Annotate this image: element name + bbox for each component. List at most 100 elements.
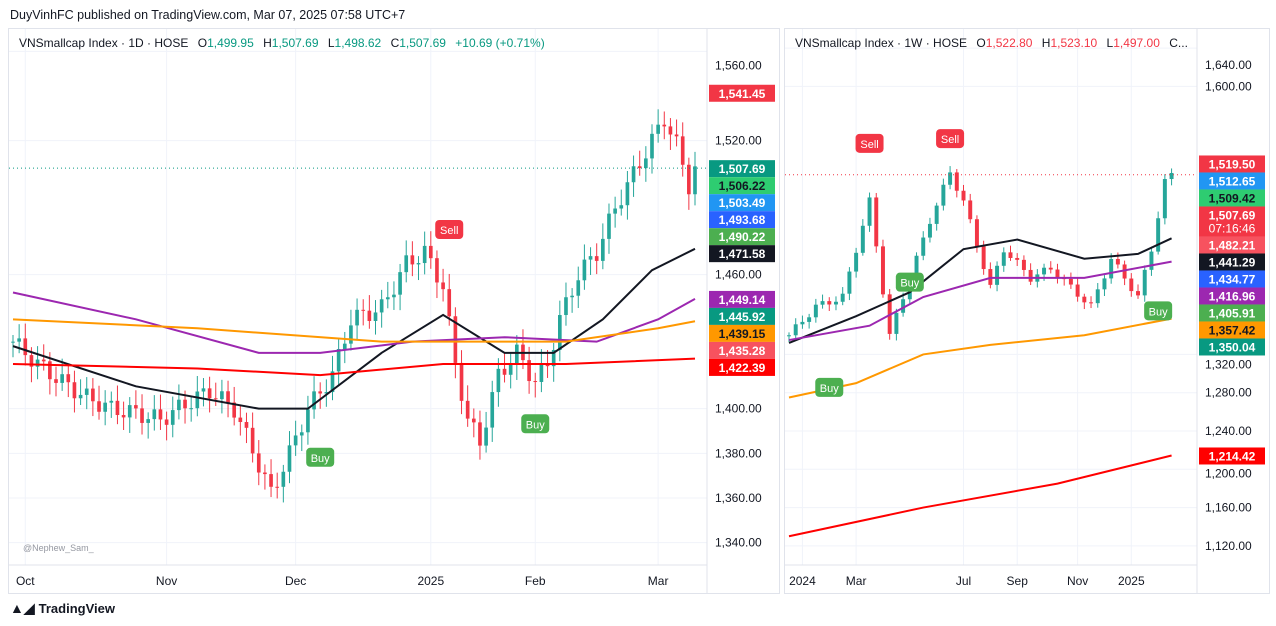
candle-body — [1149, 251, 1154, 270]
candle-body — [398, 272, 402, 295]
candle-body — [1102, 278, 1107, 290]
candle-body — [121, 415, 126, 418]
price-label: 1,416.96 — [1209, 289, 1256, 303]
candle-body — [220, 391, 224, 400]
price-label-badge — [709, 307, 775, 325]
candle-body — [1082, 296, 1087, 303]
price-label-badge — [1199, 287, 1265, 305]
moving-average-line — [788, 317, 1172, 399]
candle-body — [854, 252, 859, 272]
candle-body — [1089, 302, 1094, 304]
candle-body — [23, 338, 28, 356]
candle-body — [668, 126, 673, 135]
candle-body — [1015, 257, 1020, 260]
candle-body — [318, 391, 323, 394]
candle-body — [78, 394, 83, 399]
candle-body — [601, 238, 605, 261]
candle-body — [901, 299, 906, 313]
weekly-chart-svg[interactable]: 2024 Mar Jul Sep Nov 2025 Sell Sell Buy Buy Buy 1,5… — [785, 29, 1269, 593]
moving-average-line — [12, 357, 696, 377]
price-label-badge — [1199, 270, 1265, 288]
candle-body — [490, 392, 495, 428]
candle-body — [894, 312, 899, 334]
candle-body — [11, 341, 15, 343]
daily-chart-panel[interactable]: Oct Nov Dec 2025 Feb Mar Buy Sell Buy 1,541.45 1,5… — [8, 28, 780, 594]
x-tick-label: 2025 — [417, 574, 444, 588]
buy-signal: Buy — [306, 447, 335, 467]
tradingview-icon: ▲◢ — [10, 600, 35, 616]
candle-body — [207, 388, 212, 399]
moving-average-line — [788, 260, 1172, 342]
price-label: 1,350.04 — [1209, 340, 1256, 354]
signal-label: Buy — [526, 419, 545, 431]
x-tick-label: 2024 — [789, 574, 816, 588]
signal-badge — [936, 129, 965, 149]
candle-body — [1068, 278, 1073, 285]
candle-body — [656, 124, 660, 134]
candle-body — [1142, 269, 1147, 296]
candle-body — [367, 310, 372, 321]
candle-body — [637, 166, 642, 169]
signal-label: Buy — [820, 383, 839, 395]
candle-body — [674, 134, 679, 137]
price-label-badge — [1199, 206, 1265, 237]
price-label: 1,441.29 — [1209, 255, 1256, 269]
candle-body — [213, 398, 218, 400]
candle-body — [981, 246, 986, 270]
weekly-legend: VNSmallcap Index · 1W · HOSE O1,522.80 H… — [795, 36, 1188, 50]
signal-label: Buy — [1149, 306, 1168, 318]
low-value: 1,498.62 — [334, 36, 382, 50]
price-label: 1,422.39 — [719, 361, 766, 375]
signal-label: Buy — [311, 453, 330, 465]
candle-body — [115, 400, 120, 416]
candle-body — [807, 317, 812, 322]
candle-body — [91, 388, 95, 402]
candle-body — [170, 410, 175, 425]
x-tick-label: Jul — [956, 574, 971, 588]
candle-body — [146, 419, 150, 423]
close-value: 1,507.69 — [399, 36, 446, 50]
candle-body — [312, 391, 316, 410]
candle-body — [250, 427, 255, 454]
moving-average-line — [12, 291, 696, 354]
candle-body — [496, 368, 501, 393]
candle-body — [680, 136, 685, 165]
y-tick-label: 1,380.00 — [715, 446, 762, 460]
weekly-chart-panel[interactable]: 2024 Mar Jul Sep Nov 2025 Sell Sell Buy Buy Buy 1,5… — [784, 28, 1270, 594]
candle-body — [874, 197, 879, 247]
signal-badge — [855, 133, 884, 153]
candle-body — [974, 219, 979, 247]
y-tick-label: 1,560.00 — [715, 58, 762, 72]
candle-body — [256, 453, 261, 473]
price-label: 1,490.22 — [719, 230, 766, 244]
candle-body — [927, 223, 932, 238]
candle-body — [189, 408, 194, 410]
price-label: 1,435.28 — [719, 344, 766, 358]
candle-body — [1122, 264, 1127, 279]
candle-body — [48, 361, 52, 380]
author-watermark: @Nephew_Sam_ — [23, 543, 94, 553]
y-tick-label: 1,320.00 — [1205, 357, 1252, 371]
price-label-badge — [1199, 321, 1265, 339]
tradingview-logo[interactable]: ▲◢ TradingView — [10, 600, 115, 617]
y-tick-label: 1,400.00 — [715, 402, 762, 416]
candle-body — [177, 399, 181, 411]
candle-body — [631, 166, 636, 183]
price-label-badge — [709, 177, 775, 195]
moving-average-line — [788, 454, 1172, 538]
signal-badge — [815, 377, 844, 397]
candle-body — [867, 197, 872, 226]
price-label: 1,493.68 — [719, 213, 766, 227]
x-tick-label: Sep — [1007, 574, 1029, 588]
daily-chart-svg[interactable]: Oct Nov Dec 2025 Feb Mar Buy Sell Buy 1,541.45 1,5… — [9, 29, 779, 593]
brand-label: TradingView — [38, 601, 115, 616]
candle-body — [404, 255, 409, 273]
candle-body — [355, 309, 359, 326]
price-label-badge — [709, 84, 775, 102]
candle-body — [281, 471, 286, 487]
price-label-badge — [709, 228, 775, 246]
candle-body — [558, 315, 562, 350]
open-value: 1,499.95 — [207, 36, 254, 50]
candle-body — [527, 360, 531, 382]
y-tick-label: 1,340.00 — [715, 536, 762, 550]
